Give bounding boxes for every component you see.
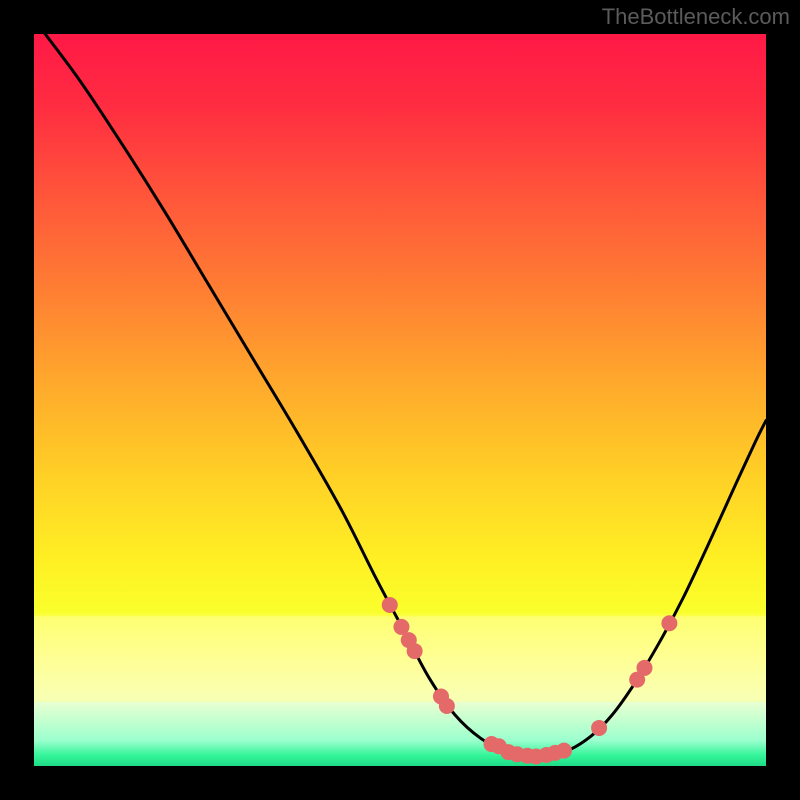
- plot-area: [34, 34, 766, 766]
- bottleneck-marker: [439, 698, 455, 714]
- bottleneck-marker: [661, 615, 677, 631]
- curve-svg: [34, 34, 766, 766]
- bottleneck-marker: [591, 720, 607, 736]
- bottleneck-marker: [556, 743, 572, 759]
- chart-stage: { "watermark": { "text": "TheBottleneck.…: [0, 0, 800, 800]
- bottleneck-marker: [636, 660, 652, 676]
- marker-group: [382, 597, 678, 765]
- bottleneck-marker: [382, 597, 398, 613]
- bottleneck-curve: [34, 34, 766, 756]
- bottleneck-marker: [407, 643, 423, 659]
- watermark-text: TheBottleneck.com: [602, 4, 790, 30]
